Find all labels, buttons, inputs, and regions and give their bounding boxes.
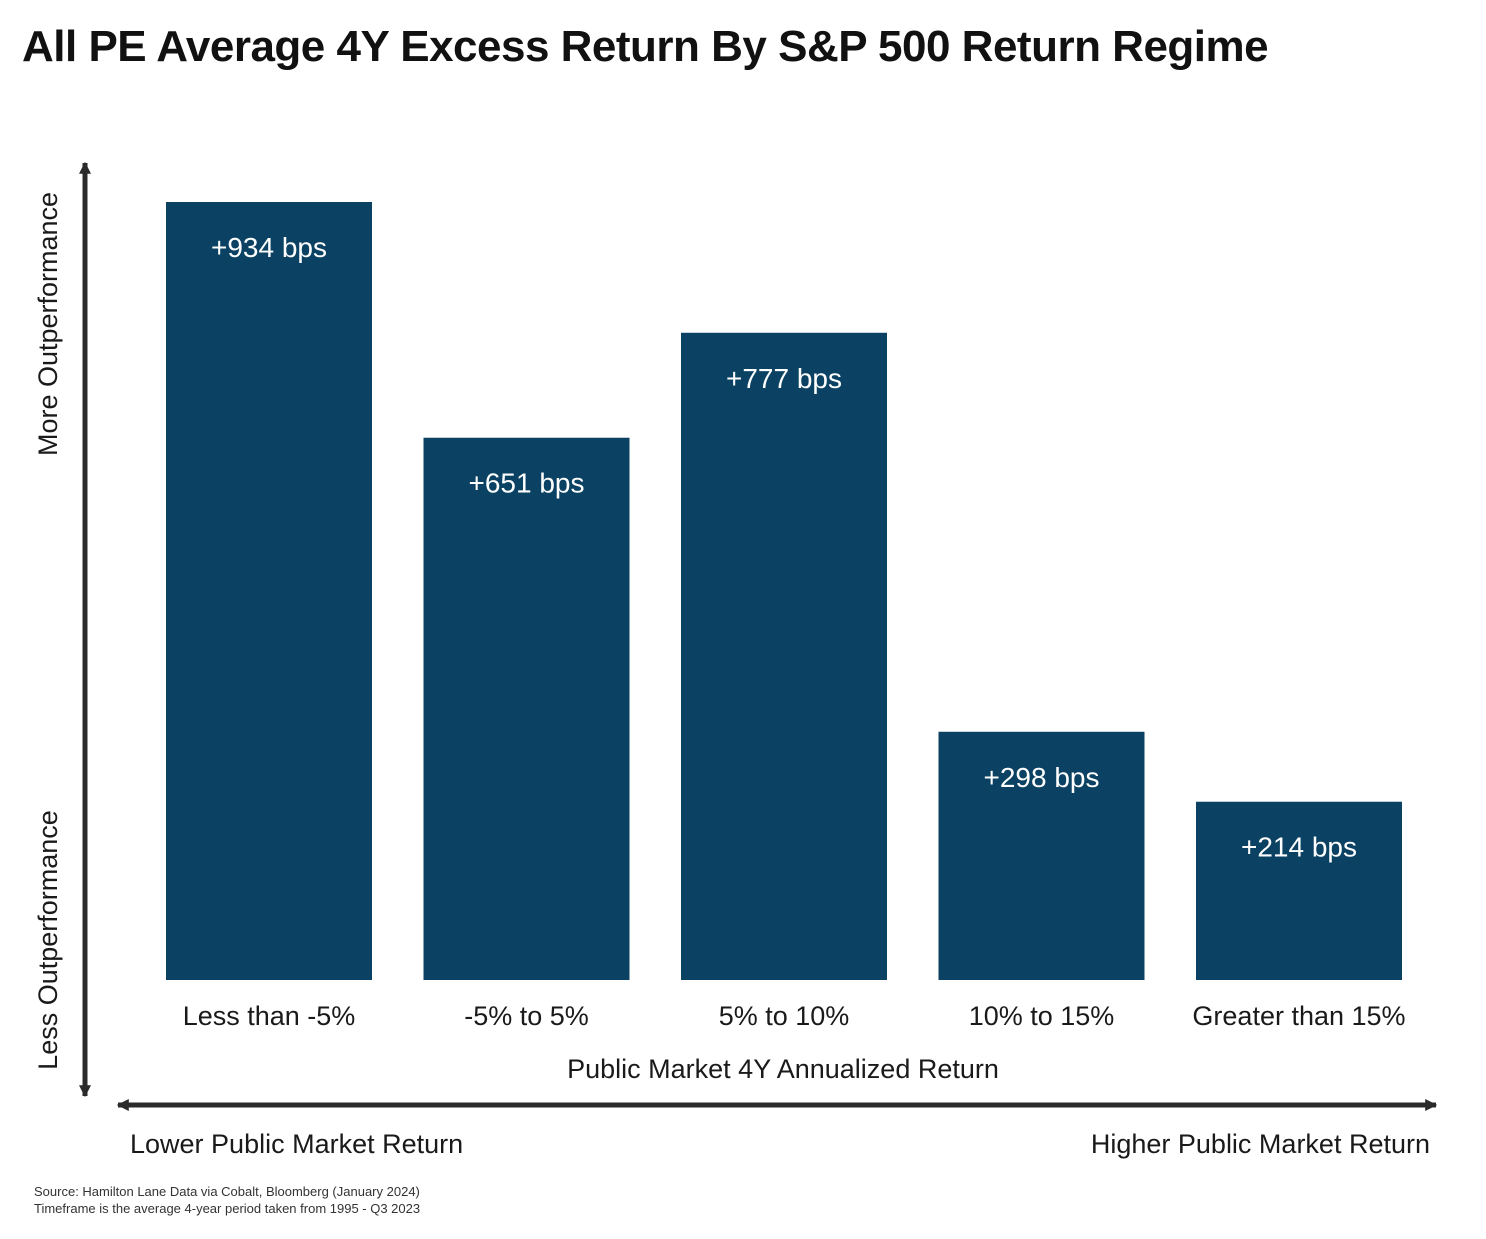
- footnote-source: Source: Hamilton Lane Data via Cobalt, B…: [34, 1184, 420, 1199]
- bar-5: [1196, 801, 1402, 980]
- bar-4: [938, 731, 1145, 980]
- chart-title: All PE Average 4Y Excess Return By S&P 5…: [22, 22, 1269, 71]
- bar-value-label-1: +934 bps: [211, 232, 327, 263]
- footnote: Source: Hamilton Lane Data via Cobalt, B…: [34, 1183, 420, 1217]
- bar-value-label-2: +651 bps: [469, 468, 585, 499]
- footnote-timeframe: Timeframe is the average 4-year period t…: [34, 1201, 421, 1216]
- bar-value-label-4: +298 bps: [984, 762, 1100, 793]
- bar-2: [423, 437, 630, 981]
- category-label-1: Less than -5%: [183, 1001, 356, 1031]
- category-label-5: Greater than 15%: [1192, 1001, 1405, 1031]
- y-label-top: More Outperformance: [33, 192, 63, 456]
- bar-value-label-3: +777 bps: [726, 363, 842, 394]
- bar-1: [166, 202, 372, 980]
- x-arrow-right-label: Higher Public Market Return: [1091, 1129, 1430, 1159]
- y-label-bottom: Less Outperformance: [33, 810, 63, 1070]
- category-label-2: -5% to 5%: [464, 1001, 589, 1031]
- x-arrow-left-label: Lower Public Market Return: [130, 1129, 463, 1159]
- x-axis-title: Public Market 4Y Annualized Return: [567, 1054, 999, 1084]
- bar-value-label-5: +214 bps: [1241, 832, 1357, 863]
- category-label-3: 5% to 10%: [719, 1001, 850, 1031]
- category-label-4: 10% to 15%: [969, 1001, 1115, 1031]
- bar-3: [681, 332, 887, 980]
- bars-group: +934 bps Less than -5% +651 bps -5% to 5% +7…: [166, 202, 1406, 1031]
